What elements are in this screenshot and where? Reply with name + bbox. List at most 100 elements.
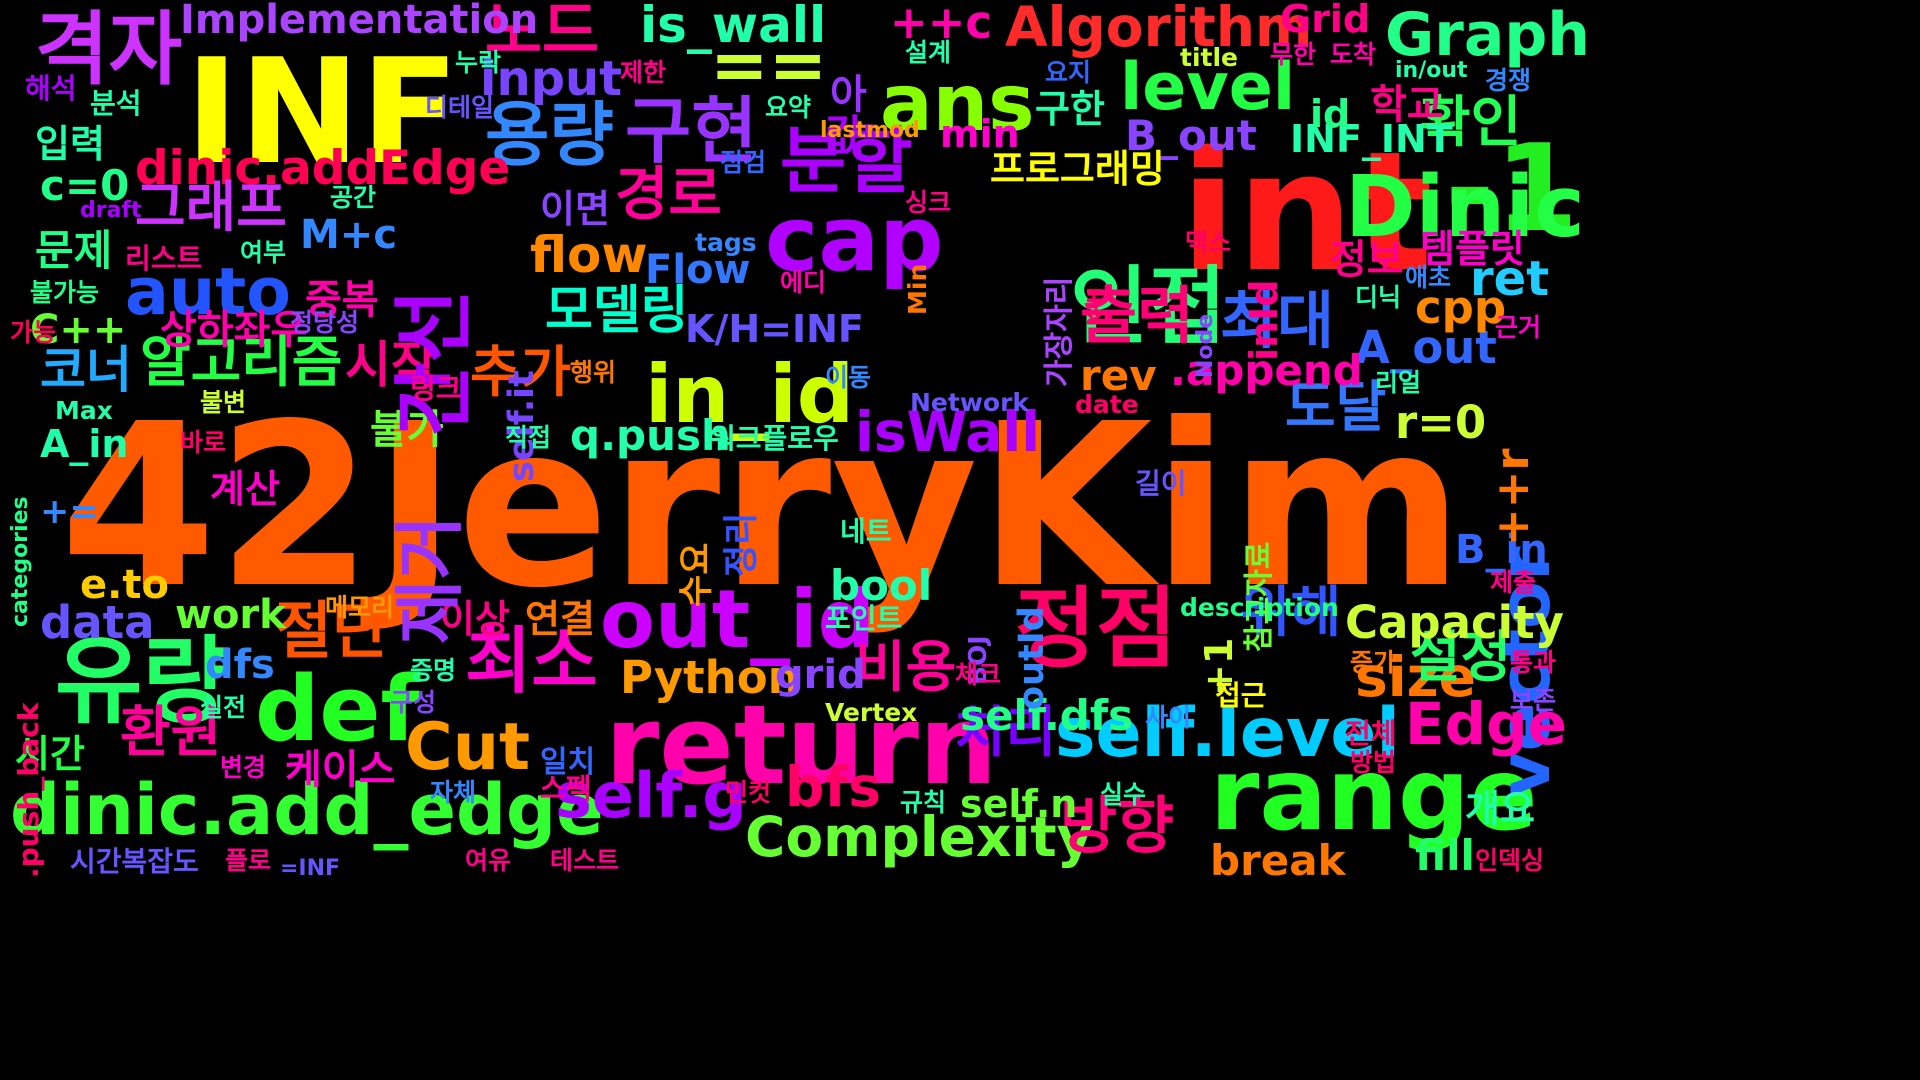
- cloud-word: 절단: [275, 594, 390, 667]
- cloud-word: 환원: [120, 700, 222, 764]
- cloud-word: date: [1075, 390, 1139, 419]
- cloud-word: cap: [765, 187, 944, 292]
- cloud-word: 시간복잡도: [70, 845, 199, 878]
- cloud-word: return: [605, 681, 998, 809]
- cloud-word: 제한: [620, 58, 667, 87]
- cloud-word: 포인트: [825, 602, 903, 635]
- cloud-word: ++r: [1486, 448, 1539, 546]
- cloud-word: 증가: [1350, 648, 1397, 677]
- cloud-word: 도달: [1285, 375, 1387, 439]
- cloud-word: Algorithm: [1005, 0, 1313, 59]
- cloud-word: K/H=INF: [685, 307, 864, 351]
- cloud-word: Complexity: [745, 805, 1093, 869]
- cloud-word: 유량: [55, 627, 230, 737]
- cloud-word: bfs: [785, 755, 882, 819]
- cloud-word: range: [1210, 736, 1538, 853]
- cloud-word: 방향: [1060, 789, 1175, 862]
- cloud-word: 싱크: [905, 188, 952, 217]
- cloud-word: categories: [8, 496, 33, 627]
- cloud-word: 변경: [220, 753, 267, 782]
- cloud-word: 민컷: [725, 778, 772, 807]
- cloud-word: INF_INT: [1290, 117, 1453, 161]
- cloud-word: 추가: [470, 340, 572, 404]
- cloud-word: A_in: [40, 422, 129, 466]
- cloud-word: 스펙: [540, 772, 592, 805]
- cloud-word: ++c: [890, 0, 993, 49]
- cloud-word: 정당성: [290, 308, 360, 337]
- cloud-word: flow: [530, 226, 648, 284]
- cloud-word: work: [175, 592, 286, 638]
- cloud-word: 통과: [1510, 648, 1557, 677]
- cloud-word: 분석: [90, 87, 142, 120]
- cloud-word: 계산: [210, 467, 280, 511]
- cloud-word: 이동: [825, 363, 872, 392]
- cloud-word: 보존: [1510, 686, 1557, 715]
- cloud-word: 간선: [388, 288, 481, 436]
- cloud-word: title: [1180, 43, 1238, 72]
- cloud-word: 직접: [505, 423, 552, 452]
- cloud-word: 구성: [390, 688, 437, 717]
- cloud-word: Graph: [1385, 0, 1590, 70]
- cloud-word: 템플릿: [1420, 227, 1525, 271]
- cloud-word: int: [1180, 116, 1433, 308]
- cloud-word: 모델링: [545, 281, 689, 341]
- cloud-word: id: [1310, 92, 1351, 136]
- cloud-word: level: [1120, 50, 1296, 125]
- cloud-word: 리얼: [1375, 368, 1422, 397]
- cloud-word: 방법: [1350, 748, 1397, 777]
- cloud-word: rev: [1080, 351, 1157, 400]
- cloud-word: 증명: [410, 656, 457, 685]
- cloud-word: -1: [1445, 120, 1579, 259]
- cloud-word: 시작: [345, 336, 437, 394]
- cloud-word: Cut: [405, 710, 531, 785]
- cloud-word: 제출: [1490, 568, 1537, 597]
- cloud-word: is_wall: [640, 0, 827, 54]
- cloud-word: 비용: [855, 635, 957, 699]
- cloud-word: 맥스: [1185, 228, 1232, 257]
- cloud-word: 중복: [305, 277, 379, 323]
- cloud-word: 위해: [1240, 580, 1342, 644]
- cloud-word: 아: [830, 72, 867, 118]
- cloud-word: 불변: [200, 388, 247, 417]
- cloud-word: Capacity: [1345, 596, 1564, 649]
- cloud-word: 연결: [525, 597, 595, 641]
- cloud-word: 인덱싱: [1475, 846, 1545, 875]
- cloud-word: 정리: [722, 512, 762, 577]
- cloud-word: 가능: [10, 318, 57, 347]
- cloud-word: q.push: [570, 411, 731, 460]
- cloud-word: 행위: [570, 358, 617, 387]
- cloud-word: A_out: [1355, 321, 1497, 374]
- cloud-word: 이상: [440, 597, 510, 641]
- cloud-word: 누락: [455, 48, 502, 77]
- cloud-word: Min: [903, 263, 932, 315]
- cloud-word: 문제: [35, 226, 113, 275]
- cloud-word: 처리: [955, 700, 1057, 764]
- cloud-word: Max: [55, 396, 113, 425]
- cloud-word: INF: [185, 28, 460, 197]
- cloud-word: inId: [1242, 279, 1286, 362]
- cloud-word: self.dfs: [960, 691, 1134, 740]
- cloud-word: 접근: [1215, 679, 1267, 712]
- cloud-word: 근거: [1495, 313, 1542, 342]
- cloud-word: M+c: [300, 212, 398, 258]
- cloud-word: 길이: [1135, 467, 1187, 500]
- cloud-word: 프로그래밍: [990, 147, 1165, 191]
- cloud-word: B_in: [1455, 527, 1548, 573]
- cloud-word: 점검: [720, 148, 767, 177]
- cloud-word: Python: [620, 651, 800, 704]
- cloud-word: 네트: [840, 515, 892, 548]
- cloud-word: isWall: [855, 400, 1041, 464]
- cloud-word: 워크플로우: [710, 422, 839, 455]
- cloud-word: in_id: [645, 348, 855, 441]
- cloud-word: Flow: [645, 247, 751, 293]
- cloud-word: 애초: [1405, 263, 1452, 292]
- cloud-word: outId: [1012, 606, 1052, 710]
- cloud-word: 무한: [1270, 40, 1317, 69]
- cloud-word: 해석: [25, 72, 77, 105]
- cloud-word: 개요: [1465, 787, 1535, 831]
- cloud-word: 설계: [905, 38, 952, 67]
- cloud-word: def: [255, 657, 420, 762]
- cloud-word: c=0: [40, 161, 130, 210]
- cloud-word: r=0: [1395, 396, 1487, 449]
- cloud-word: size: [1355, 645, 1476, 709]
